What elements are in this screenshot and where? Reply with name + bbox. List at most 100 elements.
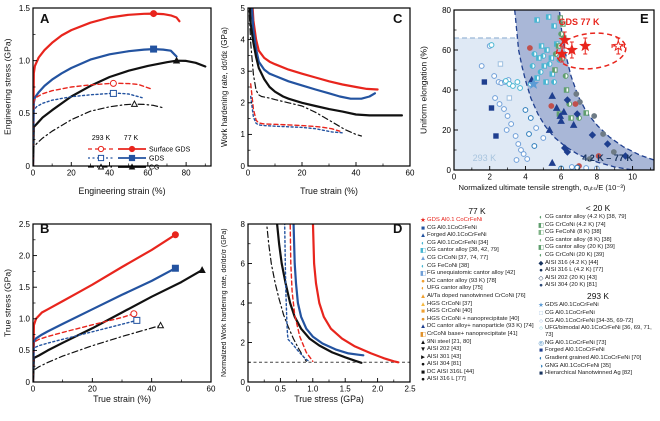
- legend-item: ◧ FG unequiatomic cantor alloy [42]: [419, 270, 535, 277]
- legend-item-label: CG cantor alloy (8 K) [38]: [545, 236, 612, 243]
- svg-text:Surface GDS: Surface GDS: [149, 147, 191, 154]
- panel-b-xlabel: True strain (%): [93, 394, 151, 404]
- legend-item-label: UFG/bimodal Al0.1CoCrFeNi [36, 69, 71, 7…: [545, 325, 652, 339]
- legend-item-label: CG cantor alloy (4.2 K) [38, 79]: [545, 214, 627, 220]
- legend-header-sub20k: < 20 K: [585, 203, 611, 213]
- legend-item: ■ CG Al0.1CoCrFeNi: [419, 225, 535, 232]
- legend-item: ▼ AISI 202 [43]: [419, 346, 535, 353]
- legend-marker-icon: ▲: [419, 292, 427, 300]
- legend-marker-icon: ◐: [421, 262, 425, 270]
- legend-marker-icon: ■: [421, 308, 425, 316]
- legend-marker-icon: ○: [539, 325, 543, 333]
- legend-item-label: DC AISI 316L [44]: [427, 368, 474, 375]
- legend-item-label: CG Al0.1CoCrFeNi [34-35, 69-72]: [545, 317, 634, 324]
- legend-item-label: DC cantor alloy (93 K) [78]: [427, 277, 497, 284]
- series-surface-gds-293k: [250, 83, 341, 132]
- legend-item-label: Gradient grained Al0.1CoCrFeNi [70]: [545, 354, 642, 361]
- svg-text:GDS: GDS: [149, 156, 165, 163]
- legend-item-label: HGS CrCoNi [40]: [427, 308, 473, 315]
- svg-text:80: 80: [182, 169, 191, 178]
- panel-c-ylabel: Work hardening rate, dσ/dε (GPa): [220, 27, 229, 147]
- svg-text:0.5: 0.5: [19, 346, 31, 355]
- panel-d-ylabel: Normalized Work hardening rate, dσ/dε/σ …: [221, 228, 228, 378]
- legend-item-label: CG cantor alloy (20 K) [39]: [545, 244, 615, 251]
- legend-item: ▲ HGS CrCoNi [37]: [419, 301, 535, 308]
- series-surface-gds-77k: [33, 12, 181, 166]
- svg-text:40: 40: [147, 385, 156, 394]
- legend-marker-icon: ▼: [419, 346, 427, 354]
- legend-marker-icon: ■: [421, 368, 425, 376]
- legend-item: ● AISI 304 [81]: [419, 361, 535, 368]
- legend-marker-icon: ●: [421, 361, 425, 369]
- legend-item-label: CG Al0.1CoCrFeNi [34]: [427, 239, 489, 246]
- svg-text:20: 20: [442, 126, 451, 135]
- legend-item-label: Forged Al0.1CoCrFeNi: [427, 232, 487, 239]
- svg-text:GDS 77 K: GDS 77 K: [558, 17, 600, 27]
- panel-letter-e: E: [640, 11, 649, 26]
- svg-text:2: 2: [487, 173, 492, 182]
- panel-e-xlabel: Normalized ultimate tensile strength, σᵤ…: [458, 183, 626, 192]
- panel-a-xlabel: Engineering strain (%): [78, 186, 166, 196]
- svg-text:3: 3: [241, 67, 246, 76]
- svg-text:10: 10: [628, 173, 637, 182]
- series-surface-gds-77k: [251, 8, 379, 91]
- panel-d-xlabel: True stress (GPa): [294, 394, 364, 404]
- svg-text:0: 0: [26, 378, 31, 387]
- legend-item: ◆ AISI 316 (4.2 K) [44]: [537, 260, 659, 267]
- legend-item: ◐ CG cantor alloy (4.2 K) [38, 79]: [537, 214, 659, 221]
- legend-item: ■ Hierarchical Nanotwinned Ag [82]: [537, 370, 659, 377]
- legend-item: ● AISI 316 L [77]: [419, 376, 535, 383]
- legend-marker-icon: ■: [539, 370, 543, 378]
- panel-letter-b: B: [40, 221, 50, 236]
- legend-item-label: AISI 304 (20 K) [81]: [545, 282, 597, 289]
- legend-item-label: Forged Al0.1CoCrFeNi: [545, 347, 605, 354]
- svg-text:CG: CG: [149, 165, 160, 172]
- legend-marker-icon: ◧: [419, 247, 427, 255]
- series-cg-293k: [33, 324, 162, 382]
- legend-item: ◧ CG cantor alloy (20 K) [39]: [537, 244, 659, 251]
- series-cg-77k: [33, 59, 207, 166]
- legend-item: ▲ 9Ni steel [21, 80]: [419, 339, 535, 346]
- legend-marker-icon: ◧: [419, 270, 427, 278]
- legend-item-label: AISI 301 [43]: [427, 353, 462, 360]
- svg-text:0: 0: [246, 169, 251, 178]
- svg-text:0.5: 0.5: [19, 109, 31, 118]
- svg-text:40: 40: [442, 86, 451, 95]
- svg-text:0: 0: [241, 162, 246, 171]
- panel-c-xlabel: True strain (%): [300, 186, 358, 196]
- svg-text:1.5: 1.5: [19, 4, 31, 13]
- legend-item: ★ GDS Al0.1 CoCrFeNi: [419, 217, 535, 224]
- svg-text:6: 6: [559, 173, 564, 182]
- legend-marker-icon: ○: [539, 317, 543, 325]
- panel-a-ylabel: Engineering stress (GPa): [2, 38, 13, 136]
- series-surface-gds-77k: [311, 224, 400, 364]
- legend-marker-icon: ◆: [538, 259, 544, 267]
- legend-item-label: CG FeCoNi (8 K) [38]: [545, 229, 602, 236]
- series-gds-77k: [33, 48, 178, 166]
- legend-item: ◐ CG cantor alloy (8 K) [38]: [537, 237, 659, 244]
- series-gds-293k: [33, 92, 143, 166]
- legend-marker-icon: ◎: [538, 339, 544, 347]
- series-cg-77k: [248, 8, 403, 117]
- svg-text:2.5: 2.5: [19, 220, 31, 229]
- legend-item-label: GDS Al0.1 CoCrFeNi: [427, 217, 483, 223]
- panel-letter-c: C: [393, 11, 403, 26]
- legend-item: ◐ CG CrCoNi (20 K) [39]: [537, 252, 659, 259]
- legend-item-label: CG cantor alloy [38, 42, 79]: [427, 247, 499, 254]
- legend-item-label: CG Al0.1CoCrFeNi: [427, 224, 477, 231]
- legend-marker-icon: ◐: [539, 214, 543, 221]
- legend-marker-icon: ▲: [419, 323, 427, 331]
- legend-item-label: CG CrCoNi (20 K) [39]: [545, 251, 604, 258]
- legend-marker-icon: ◧: [537, 221, 545, 229]
- panel-b-chart: 0 20 40 60 0 0.5 1.0 1.5 2.0 2.5: [19, 220, 216, 394]
- legend-item-label: CG CrCoNi (4.2 K) [74]: [545, 221, 606, 228]
- svg-text:0: 0: [452, 173, 457, 182]
- svg-text:6: 6: [241, 259, 246, 268]
- svg-text:4: 4: [241, 299, 246, 308]
- svg-text:1: 1: [241, 130, 246, 139]
- legend-item-label: DC cantor alloy+ nanoparticle (93 K) [74…: [427, 323, 534, 330]
- legend-item: ▲ DC cantor alloy+ nanoparticle (93 K) [7…: [419, 323, 535, 330]
- legend-item: ▲ CG CrCoNi [37, 74, 77]: [419, 255, 535, 262]
- legend-marker-icon: ◑: [539, 362, 543, 370]
- legend-item: ◧ CG FeCoNi (8 K) [38]: [537, 229, 659, 236]
